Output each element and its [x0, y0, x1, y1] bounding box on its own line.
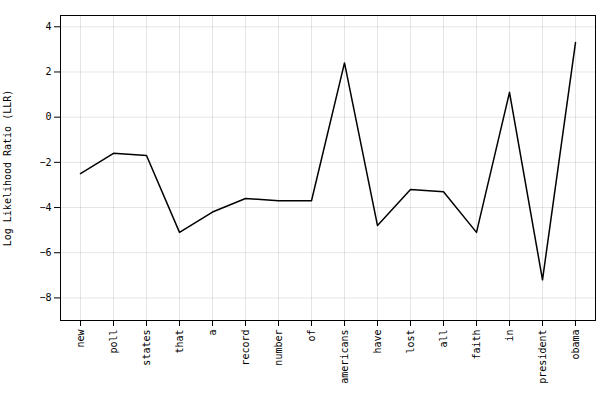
svg-text:obama: obama [570, 330, 581, 360]
svg-text:have: have [372, 330, 383, 354]
svg-text:lost: lost [405, 330, 416, 354]
svg-text:all: all [438, 330, 449, 348]
svg-text:a: a [207, 330, 218, 336]
svg-text:2: 2 [45, 66, 51, 77]
svg-text:−4: −4 [39, 202, 51, 213]
svg-text:−8: −8 [39, 292, 51, 303]
svg-text:−2: −2 [39, 157, 51, 168]
svg-text:president: president [537, 330, 548, 384]
svg-text:faith: faith [471, 330, 482, 360]
svg-text:Log Likelihood Ratio (LLR): Log Likelihood Ratio (LLR) [2, 90, 13, 247]
svg-text:in: in [504, 330, 515, 342]
svg-text:states: states [141, 330, 152, 366]
svg-text:new: new [75, 329, 86, 348]
svg-text:record: record [240, 330, 251, 366]
svg-text:poll: poll [108, 330, 119, 354]
svg-text:−6: −6 [39, 247, 51, 258]
svg-text:number: number [273, 330, 284, 366]
svg-text:4: 4 [45, 21, 51, 32]
svg-text:0: 0 [45, 111, 51, 122]
svg-text:of: of [306, 330, 317, 342]
svg-text:that: that [174, 330, 185, 354]
svg-text:americans: americans [339, 330, 350, 384]
